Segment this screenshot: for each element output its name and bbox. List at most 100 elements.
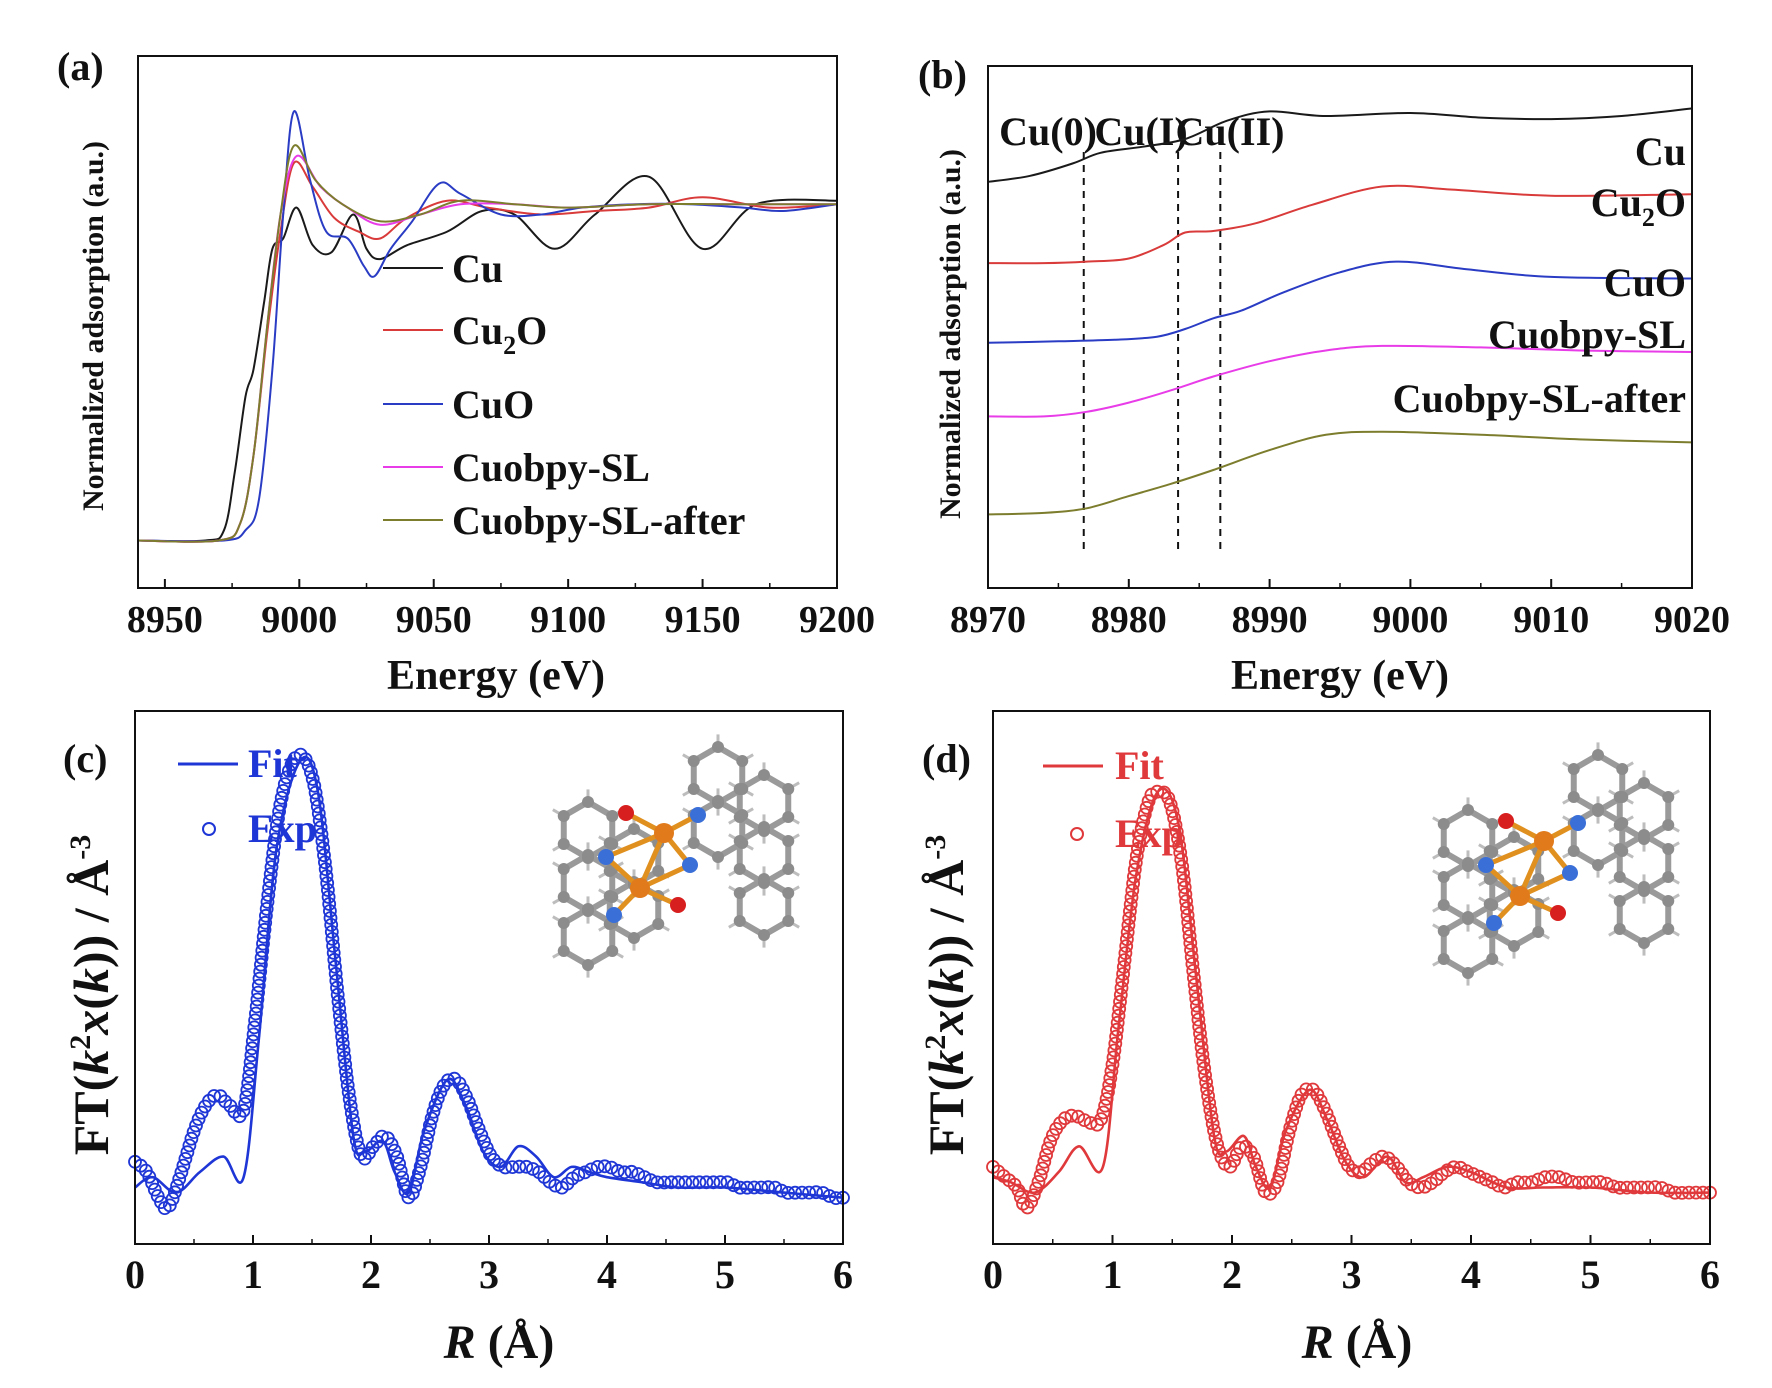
c-exp-marker	[272, 804, 287, 819]
c-exp-marker	[327, 952, 342, 967]
c-exp-marker	[265, 853, 280, 867]
d-exp-marker	[1205, 1116, 1220, 1131]
c-x-tick-label: 5	[715, 1252, 735, 1297]
b-x-tick-label: 9000	[1372, 599, 1448, 641]
d-exp-marker	[1404, 1177, 1419, 1192]
d-exp-marker	[1332, 1139, 1347, 1154]
c-exp-marker	[505, 1160, 520, 1174]
atom	[1437, 953, 1450, 965]
d-exp-marker	[1274, 1161, 1289, 1176]
atom	[1437, 925, 1450, 937]
bond	[603, 830, 667, 860]
d-exp-marker	[1134, 821, 1149, 836]
d-series-fit	[992, 787, 1711, 1195]
d-exp-marker	[1586, 1175, 1600, 1189]
d-exp-marker	[1335, 1145, 1349, 1160]
c-exp-marker	[271, 811, 285, 826]
c-exp-marker	[657, 1175, 672, 1190]
c-exp-marker	[726, 1178, 741, 1193]
c-exp-marker	[768, 1180, 783, 1195]
d-exp-marker	[1446, 1160, 1461, 1175]
c-exp-marker	[469, 1115, 484, 1129]
d-exp-marker	[1193, 1026, 1207, 1041]
c-exp-marker	[247, 1020, 262, 1035]
d-exp-marker	[1641, 1180, 1655, 1195]
d-exp-marker	[1199, 1075, 1213, 1090]
d-exp-marker	[1504, 1177, 1519, 1192]
d-exp-marker	[1120, 932, 1134, 947]
d-exp-marker	[1128, 855, 1143, 870]
c-exp-marker	[319, 869, 334, 883]
d-exp-marker	[1689, 1185, 1703, 1200]
atom	[736, 755, 749, 767]
atom	[782, 915, 795, 927]
d-exp-marker	[1313, 1094, 1328, 1108]
atom	[782, 835, 795, 847]
d-exp-marker	[1194, 1040, 1209, 1055]
b-x-tick-label: 8990	[1232, 599, 1308, 641]
c-exp-marker	[477, 1134, 491, 1149]
d-exp-marker	[1375, 1149, 1389, 1164]
atom	[1613, 895, 1626, 907]
atom	[1550, 905, 1566, 921]
b-series-cuobpy-sl-after	[987, 430, 1693, 516]
a-series-cuobpy-sl-after	[137, 144, 837, 543]
c-exp-marker	[685, 1175, 700, 1190]
d-exp-marker	[1174, 852, 1189, 867]
c-exp-marker	[333, 1015, 348, 1030]
d-exp-marker	[1121, 918, 1136, 933]
panel-c-ylabel: FT(k2x(k)) / Å-3	[63, 835, 119, 1156]
d-exp-marker	[1098, 1098, 1112, 1113]
c-exp-marker	[519, 1159, 534, 1174]
c-exp-marker	[189, 1118, 203, 1133]
d-exp-marker	[1182, 929, 1197, 943]
d-exp-marker	[1183, 936, 1198, 950]
c-exp-marker	[321, 890, 336, 904]
d-exp-marker	[1267, 1181, 1282, 1196]
atom	[1616, 763, 1629, 775]
d-exp-marker	[1212, 1144, 1226, 1158]
d-exp-marker	[1202, 1096, 1217, 1110]
d-exp-marker	[1287, 1107, 1301, 1121]
d-exp-marker	[1189, 991, 1204, 1006]
panel-a-series	[137, 110, 838, 543]
atom	[1638, 777, 1650, 789]
atom	[606, 907, 622, 923]
d-exp-marker	[1498, 1180, 1513, 1195]
c-exp-marker	[415, 1152, 430, 1167]
atom	[618, 805, 634, 821]
c-exp-marker	[332, 1008, 347, 1023]
c-exp-marker	[255, 943, 270, 958]
c-exp-marker	[754, 1180, 769, 1195]
c-exp-marker	[176, 1158, 191, 1173]
d-exp-marker	[1115, 974, 1130, 988]
panel-b-series-labels: Cu Cu2O CuO Cuobpy-SL Cuobpy-SL-after	[1393, 129, 1686, 421]
c-exp-marker	[348, 1126, 363, 1141]
c-exp-marker	[172, 1172, 187, 1186]
c-exp-marker	[258, 908, 273, 923]
c-exp-marker	[692, 1175, 707, 1190]
atom	[687, 837, 700, 849]
atom	[1662, 843, 1675, 855]
panel-d-label: (d)	[922, 736, 971, 781]
d-exp-marker	[1538, 1170, 1552, 1185]
label-cuobpy-sl: Cuobpy-SL	[1488, 312, 1686, 357]
d-exp-marker	[1114, 981, 1129, 995]
c-exp-marker	[253, 964, 268, 979]
d-exp-marker	[1207, 1123, 1221, 1138]
d-exp-marker	[1459, 1164, 1474, 1178]
a-x-tick-label: 9050	[396, 599, 472, 641]
c-exp-marker	[464, 1101, 479, 1116]
c-exp-marker	[303, 765, 318, 780]
d-exp-marker	[1108, 1036, 1123, 1051]
d-exp-marker	[1029, 1181, 1044, 1196]
atom	[1613, 923, 1626, 935]
d-exp-marker	[1272, 1168, 1287, 1183]
atom	[1662, 819, 1675, 831]
d-exp-marker	[1316, 1100, 1331, 1115]
d-exp-marker	[1322, 1113, 1337, 1127]
c-exp-marker	[170, 1178, 185, 1193]
b-x-tick-label: 9010	[1513, 599, 1589, 641]
atom	[758, 929, 770, 941]
c-exp-marker	[277, 777, 292, 791]
